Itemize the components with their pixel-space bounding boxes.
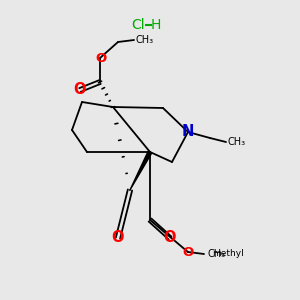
Text: Cl: Cl — [131, 18, 145, 32]
Text: O: O — [95, 52, 106, 64]
Text: O: O — [163, 230, 175, 245]
Text: CH₃: CH₃ — [228, 137, 246, 147]
Text: O: O — [73, 82, 85, 98]
Polygon shape — [130, 151, 152, 190]
Text: O: O — [182, 245, 194, 259]
Text: CH₃: CH₃ — [208, 249, 226, 259]
Text: N: N — [182, 124, 194, 140]
Text: H: H — [151, 18, 161, 32]
Text: CH₃: CH₃ — [136, 35, 154, 45]
Text: O: O — [111, 230, 123, 245]
Text: methyl: methyl — [212, 250, 244, 259]
